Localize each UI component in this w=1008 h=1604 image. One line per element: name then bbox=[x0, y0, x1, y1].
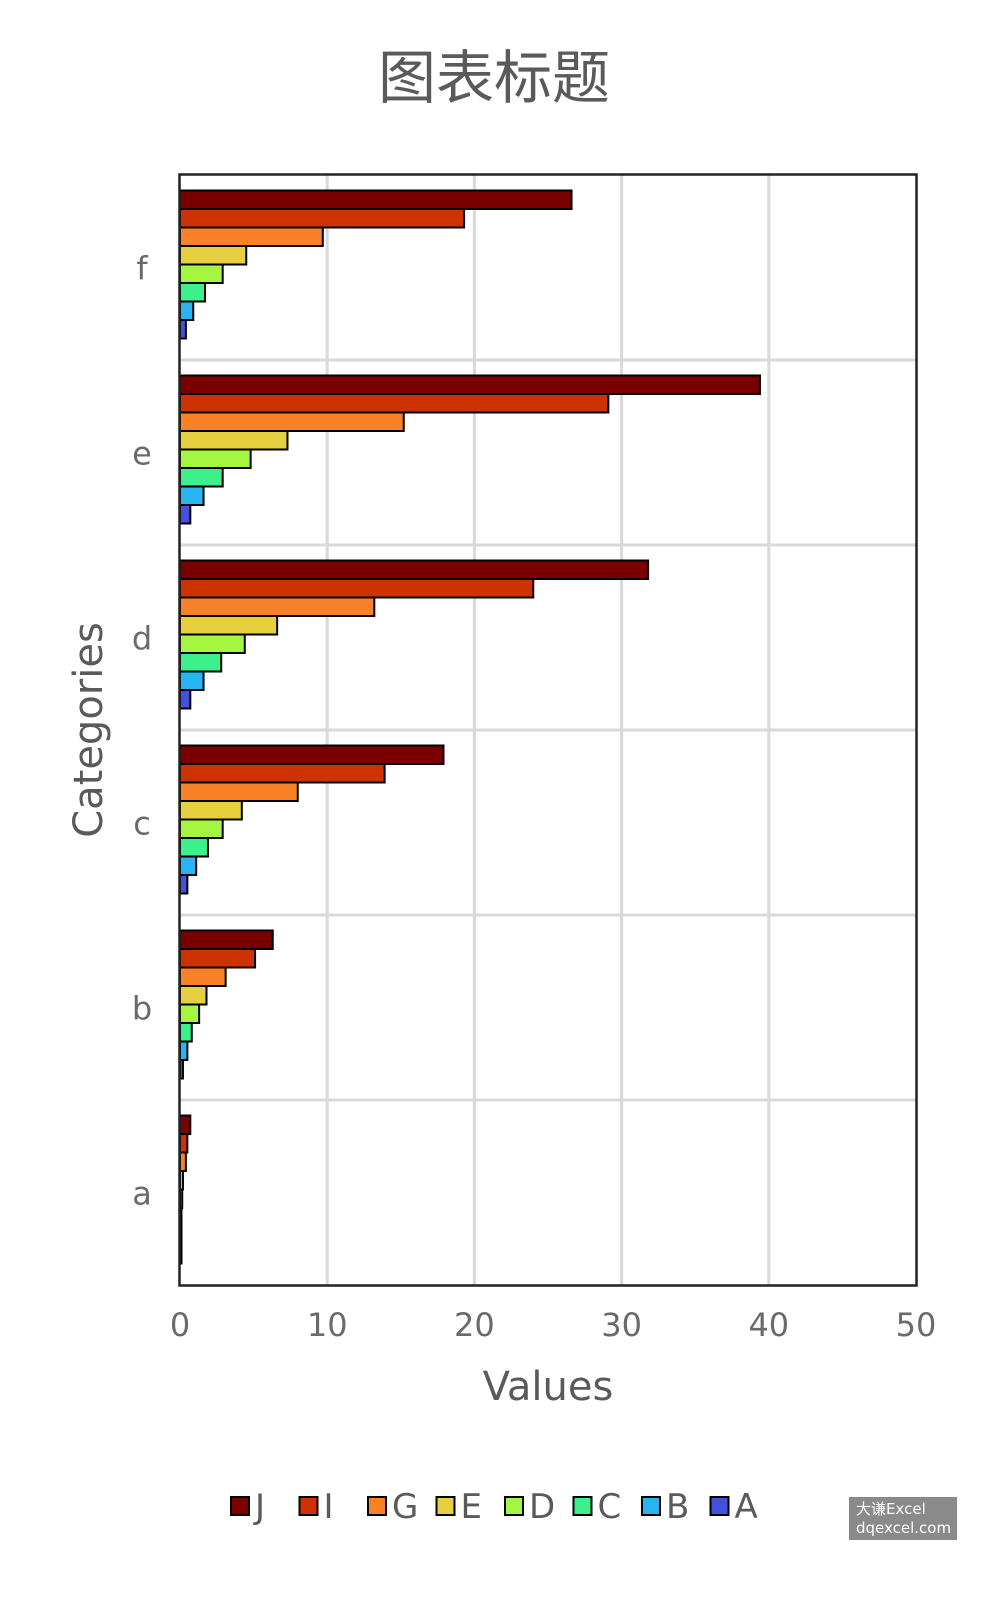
bar-f-G bbox=[179, 226, 324, 247]
bar-f-E bbox=[179, 245, 248, 266]
legend-swatch-G bbox=[367, 1496, 387, 1516]
legend-swatch-D bbox=[504, 1496, 524, 1516]
bar-b-E bbox=[179, 985, 208, 1006]
x-tick-label: 40 bbox=[748, 1306, 789, 1344]
legend-swatch-J bbox=[230, 1496, 250, 1516]
x-tick-label: 0 bbox=[170, 1306, 190, 1344]
y-tick-labels: a b c d e f bbox=[132, 250, 152, 1213]
plot-area-border bbox=[178, 173, 918, 1287]
legend-label-C: C bbox=[598, 1487, 622, 1527]
y-tick-label: b bbox=[132, 990, 152, 1028]
bar-d-C bbox=[179, 652, 223, 673]
x-tick-label: 50 bbox=[896, 1306, 937, 1344]
legend-label-G: G bbox=[392, 1487, 418, 1527]
bar-b-J bbox=[179, 929, 274, 950]
y-tick-label: f bbox=[136, 250, 148, 288]
bar-e-G bbox=[179, 411, 405, 432]
bar-d-J bbox=[179, 559, 650, 580]
y-axis-title: Categories bbox=[66, 622, 112, 838]
bar-a-I bbox=[179, 1133, 189, 1154]
legend-swatch-I bbox=[298, 1496, 319, 1516]
bar-d-A bbox=[179, 689, 192, 710]
bar-a-G bbox=[179, 1151, 187, 1172]
watermark-line2: dqexcel.com bbox=[856, 1519, 951, 1537]
bar-e-J bbox=[179, 374, 761, 395]
watermark-line1: 大谦Excel bbox=[856, 1500, 926, 1518]
bar-b-D bbox=[179, 1003, 201, 1024]
bar-e-I bbox=[179, 393, 610, 414]
bar-f-C bbox=[179, 282, 207, 303]
bars bbox=[179, 189, 761, 1265]
x-tick-label: 20 bbox=[454, 1306, 495, 1344]
bar-d-D bbox=[179, 633, 246, 654]
legend-label-E: E bbox=[461, 1487, 482, 1527]
y-tick-label: c bbox=[133, 805, 151, 843]
legend-label-D: D bbox=[529, 1487, 555, 1527]
x-tick-label: 30 bbox=[601, 1306, 642, 1344]
bar-b-I bbox=[179, 948, 257, 969]
bar-f-D bbox=[179, 263, 224, 284]
bar-c-G bbox=[179, 781, 299, 802]
bar-e-A bbox=[179, 504, 192, 525]
watermark: 大谦Excel dqexcel.com bbox=[849, 1497, 957, 1540]
bar-c-I bbox=[179, 763, 386, 784]
bar-e-C bbox=[179, 467, 224, 488]
bar-c-D bbox=[179, 818, 224, 839]
bar-b-B bbox=[179, 1040, 189, 1061]
x-axis-title: Values bbox=[483, 1364, 614, 1410]
y-tick-label: a bbox=[132, 1175, 152, 1213]
bar-e-B bbox=[179, 485, 205, 506]
bar-d-B bbox=[179, 670, 205, 691]
legend-label-B: B bbox=[666, 1487, 689, 1527]
legend-label-I: I bbox=[324, 1487, 334, 1527]
bar-b-G bbox=[179, 966, 227, 987]
legend-swatch-A bbox=[709, 1496, 730, 1516]
bar-c-J bbox=[179, 744, 445, 765]
y-tick-label: e bbox=[132, 435, 152, 473]
bar-c-B bbox=[179, 855, 198, 876]
watermark-background bbox=[849, 1497, 957, 1540]
bar-f-J bbox=[179, 189, 573, 210]
bar-d-I bbox=[179, 578, 535, 599]
bar-a-J bbox=[179, 1114, 192, 1135]
bar-e-E bbox=[179, 430, 289, 451]
bar-c-E bbox=[179, 800, 243, 821]
x-tick-label: 10 bbox=[307, 1306, 348, 1344]
bar-d-E bbox=[179, 615, 279, 636]
bar-b-C bbox=[179, 1022, 193, 1043]
bar-c-C bbox=[179, 837, 209, 858]
legend-swatch-B bbox=[641, 1496, 661, 1516]
y-tick-label: d bbox=[132, 620, 152, 658]
bar-d-G bbox=[179, 596, 376, 617]
bar-f-A bbox=[179, 319, 187, 340]
bar-f-B bbox=[179, 300, 195, 321]
bar-c-A bbox=[179, 874, 189, 895]
bar-e-D bbox=[179, 448, 252, 469]
x-tick-labels: 0 10 20 30 40 50 bbox=[170, 1306, 937, 1344]
chart-title: 图表标题 bbox=[378, 44, 610, 112]
bar-f-I bbox=[179, 208, 466, 229]
grid-lines bbox=[180, 175, 916, 1285]
legend-swatch-E bbox=[435, 1496, 456, 1516]
legend-label-A: A bbox=[735, 1487, 758, 1527]
legend-swatch-C bbox=[572, 1496, 593, 1516]
legend-label-J: J bbox=[253, 1487, 265, 1527]
